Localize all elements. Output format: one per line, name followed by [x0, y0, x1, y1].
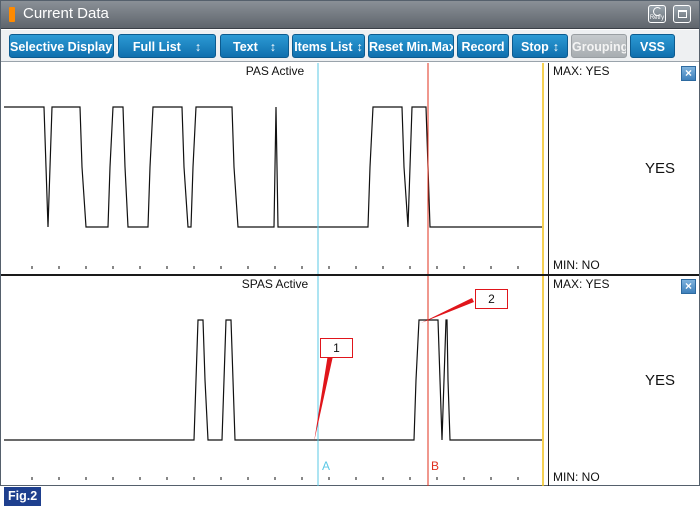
items-list-button[interactable]: Items List ↕	[292, 34, 365, 58]
toolbar: Selective Display↕ Full List↕ Text↕ Item…	[1, 30, 699, 62]
vss-button[interactable]: VSS	[630, 34, 675, 58]
current-data-window: Current Data Retry Selective Display↕ Fu…	[0, 0, 700, 486]
selective-display-button[interactable]: Selective Display↕	[9, 34, 114, 58]
current-value: YES	[644, 372, 675, 389]
pas-plot-area[interactable]: PAS Active	[2, 63, 548, 274]
callout-1: 1	[320, 338, 353, 358]
pas-value-panel: MAX: YES YES MIN: NO ×	[548, 63, 699, 274]
title-accent-icon	[9, 7, 15, 22]
min-label: MIN: NO	[553, 470, 600, 484]
cursor-b-label: B	[431, 459, 439, 473]
max-label: MAX: YES	[553, 64, 610, 78]
close-icon[interactable]: ×	[681, 279, 696, 294]
close-icon[interactable]: ×	[681, 66, 696, 81]
stop-button[interactable]: Stop ↕	[512, 34, 568, 58]
pas-waveform	[4, 63, 544, 274]
callout-1-pointer	[314, 354, 333, 442]
max-label: MAX: YES	[553, 277, 610, 291]
spas-value-panel: MAX: YES YES MIN: NO ×	[548, 276, 699, 486]
title-bar: Current Data Retry	[1, 1, 699, 29]
retry-icon[interactable]: Retry	[648, 5, 666, 23]
record-button[interactable]: Record	[457, 34, 509, 58]
grouping-button[interactable]: Grouping	[571, 34, 627, 58]
spas-waveform: A B	[4, 276, 544, 486]
callout-2: 2	[475, 289, 508, 309]
graph-panel-spas: A B SPAS Active 1 2 MAX: YES YES MIN: NO…	[2, 276, 699, 486]
figure-label: Fig.2	[4, 487, 42, 506]
maximize-icon[interactable]	[673, 5, 691, 23]
spas-plot-area[interactable]: A B SPAS Active 1 2	[2, 276, 548, 486]
full-list-button[interactable]: Full List ↕	[118, 34, 216, 58]
cursor-a-label: A	[322, 459, 330, 473]
graph-divider	[1, 274, 699, 276]
callout-2-pointer	[421, 298, 474, 323]
current-value: YES	[644, 159, 675, 177]
retry-label: Retry	[649, 15, 665, 21]
graph-panel-pas: PAS Active MAX: YES YES MIN: NO ×	[2, 63, 699, 274]
reset-min-max-button[interactable]: Reset Min.Max	[368, 34, 454, 58]
text-button[interactable]: Text ↕	[220, 34, 289, 58]
window-title: Current Data	[23, 5, 109, 22]
graph-title: PAS Active	[245, 64, 305, 78]
graph-title: SPAS Active	[241, 277, 309, 291]
min-label: MIN: NO	[553, 258, 600, 272]
